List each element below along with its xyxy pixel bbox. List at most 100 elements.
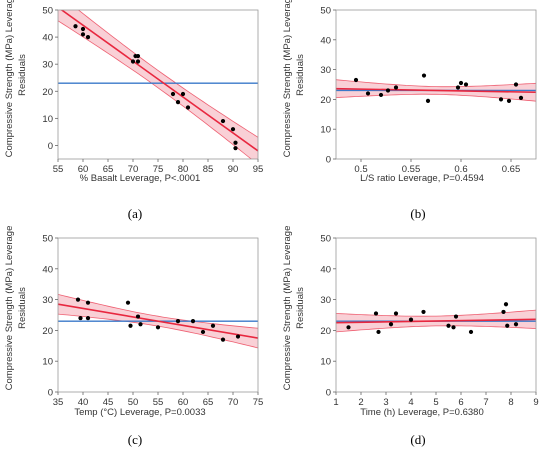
y-tick-label: 30	[320, 65, 331, 76]
y-tick-label: 40	[320, 35, 331, 46]
x-tick-label: 6	[458, 397, 463, 408]
data-point	[346, 325, 351, 330]
data-point	[220, 118, 226, 124]
data-point	[80, 26, 86, 32]
y-tick-label: 0	[326, 388, 331, 399]
y-tick-label: 20	[42, 87, 53, 98]
data-point	[200, 329, 206, 335]
x-axis-label: Temp (°C) Leverage, P=0.0033	[74, 407, 205, 418]
plot-area	[58, 10, 258, 159]
x-tick-label: 60	[78, 164, 89, 175]
x-tick-label: 75	[153, 164, 164, 175]
data-point	[408, 317, 414, 322]
x-tick-label: 40	[78, 397, 89, 408]
data-point	[73, 24, 78, 29]
x-tick-label: 8	[508, 397, 513, 408]
data-point	[353, 77, 359, 83]
x-tick-label: 1	[333, 397, 338, 408]
data-point	[421, 73, 427, 78]
y-tick-label: 10	[320, 357, 331, 368]
panel-label: (b)	[410, 206, 425, 221]
data-point	[506, 98, 512, 103]
y-tick-label: 20	[320, 326, 331, 337]
data-point	[175, 100, 181, 105]
x-tick-label: 95	[253, 164, 264, 175]
data-point	[155, 325, 161, 330]
data-point	[513, 82, 519, 87]
x-axis-label: % Basalt Leverage, P<.0001	[80, 173, 201, 184]
data-point	[180, 91, 186, 97]
y-axis-label: Compressive Strength (MPa) Leverage	[282, 226, 293, 391]
y-axis-label-line2: Residuals	[17, 54, 28, 96]
y-tick-label: 10	[320, 125, 331, 136]
chart-panel-b: Compressive Strength (MPa) Leverage Resi…	[282, 0, 537, 221]
x-tick-label: 7	[483, 397, 488, 408]
data-point	[365, 91, 371, 96]
x-tick-label: 70	[228, 397, 239, 408]
data-point	[135, 59, 141, 64]
fit-line	[60, 10, 258, 152]
data-point	[220, 337, 226, 342]
data-point	[425, 98, 431, 103]
x-tick-label: 90	[228, 164, 239, 175]
y-tick-label: 20	[320, 95, 331, 106]
x-axis-label: Time (h) Leverage, P=0.6380	[360, 407, 483, 418]
x-tick-label: 2	[358, 397, 363, 408]
panel-label: (d)	[410, 432, 425, 447]
y-axis-label-line2: Residuals	[295, 54, 306, 96]
x-axis-label: L/S ratio Leverage, P=0.4594	[360, 173, 484, 184]
y-tick-label: 40	[42, 264, 53, 275]
fit-line	[58, 303, 258, 339]
x-tick-label: 55	[53, 164, 64, 175]
y-axis-label: Compressive Strength (MPa) Leverage	[4, 226, 15, 391]
y-axis-label: Compressive Strength (MPa) Leverage	[4, 0, 15, 157]
chart-panel-c: Compressive Strength (MPa) Leverage Resi…	[4, 226, 263, 447]
panel-label: (c)	[128, 432, 142, 447]
confidence-band	[58, 10, 258, 159]
confidence-upper-line	[336, 79, 536, 88]
data-point	[458, 80, 464, 86]
data-point	[446, 323, 451, 328]
x-tick-label: 45	[103, 397, 114, 408]
data-point	[85, 300, 91, 305]
data-point	[80, 32, 86, 37]
y-axis-label-line2: Residuals	[17, 287, 28, 329]
x-tick-label: 65	[103, 164, 114, 175]
y-tick-label: 30	[42, 295, 53, 306]
panel-label: (a)	[128, 206, 142, 221]
data-point	[128, 323, 133, 328]
data-point	[393, 311, 399, 316]
data-point	[455, 85, 461, 90]
y-tick-label: 40	[320, 264, 331, 275]
data-point	[233, 146, 238, 151]
data-point	[78, 315, 83, 321]
x-tick-label: 0.6	[454, 164, 467, 175]
data-point	[373, 311, 379, 316]
y-tick-label: 20	[42, 326, 53, 337]
chart-panel-d: Compressive Strength (MPa) Leverage Resi…	[282, 226, 539, 447]
x-tick-label: 4	[408, 397, 413, 408]
data-point	[451, 325, 456, 330]
data-point	[125, 300, 131, 305]
plot-area	[336, 73, 536, 103]
data-point	[518, 95, 524, 101]
data-point	[513, 322, 519, 327]
data-point	[376, 329, 381, 335]
x-tick-label: 0.5	[354, 164, 367, 175]
data-point	[235, 334, 241, 339]
y-tick-label: 50	[42, 234, 53, 245]
data-point	[505, 323, 510, 328]
data-point	[421, 309, 426, 315]
confidence-upper-line	[77, 10, 258, 138]
data-point	[453, 314, 459, 319]
x-tick-label: 80	[178, 164, 189, 175]
y-tick-label: 50	[320, 6, 331, 17]
data-point	[463, 82, 469, 87]
data-point	[501, 309, 506, 315]
data-point	[388, 322, 394, 327]
x-tick-label: 60	[178, 397, 189, 408]
y-tick-label: 50	[320, 234, 331, 245]
data-point	[185, 105, 191, 110]
x-tick-label: 0.65	[502, 164, 521, 175]
y-tick-label: 10	[42, 357, 53, 368]
